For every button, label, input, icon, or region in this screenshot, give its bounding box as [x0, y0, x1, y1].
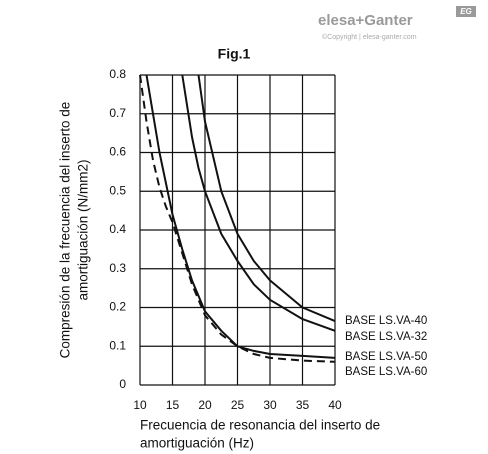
y-tick-label: 0.4 [109, 222, 126, 236]
x-tick-label: 20 [198, 398, 212, 412]
x-tick-label: 35 [296, 398, 310, 412]
brand-logo: elesa+Ganter [318, 12, 413, 29]
series-line [145, 74, 336, 359]
y-axis-label: amortiguación (N/mm2) [76, 159, 91, 300]
legend-label: BASE LS.VA-32 [345, 331, 427, 343]
copyright: ©Copyright | elesa-ganter.com [322, 33, 417, 41]
chart-title: Fig.1 [218, 46, 251, 62]
y-tick-label: 0.5 [109, 183, 126, 197]
x-tick-label: 15 [166, 398, 180, 412]
series-line [181, 74, 336, 332]
x-axis-label: Frecuencia de resonancia del inserto de [140, 418, 380, 433]
badge-box [456, 6, 476, 17]
y-tick-label: 0.6 [109, 145, 126, 159]
y-tick-label: 0.8 [109, 67, 126, 81]
y-tick-label: 0.7 [109, 106, 126, 120]
x-tick-label: 10 [133, 398, 147, 412]
y-axis-label: Compresión de la frecuencia del inserto … [58, 102, 73, 359]
legend-label: BASE LS.VA-50 [345, 351, 427, 363]
x-tick-label: 25 [231, 398, 245, 412]
y-tick-label: 0 [119, 377, 126, 391]
y-tick-label: 0.1 [109, 338, 126, 352]
legend-label: BASE LS.VA-40 [345, 315, 427, 327]
x-tick-label: 30 [263, 398, 277, 412]
badge: EG [460, 7, 472, 16]
x-tick-label: 40 [328, 398, 342, 412]
series-line [197, 74, 336, 323]
y-tick-label: 0.2 [109, 300, 126, 314]
legend-label: BASE LS.VA-60 [345, 366, 427, 378]
series-line [139, 74, 336, 363]
y-tick-label: 0.3 [109, 261, 126, 275]
x-axis-label: amortiguación (Hz) [140, 436, 254, 451]
